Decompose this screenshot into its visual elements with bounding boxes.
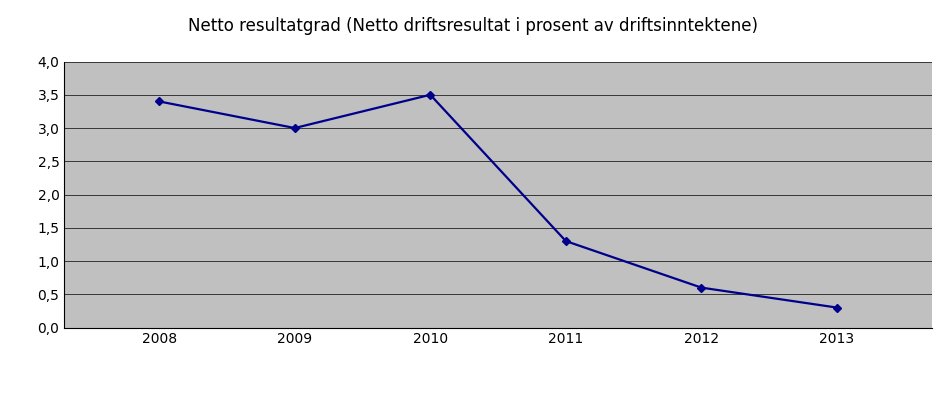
Text: Netto resultatgrad (Netto driftsresultat i prosent av driftsinntektene): Netto resultatgrad (Netto driftsresultat… [188,17,758,35]
